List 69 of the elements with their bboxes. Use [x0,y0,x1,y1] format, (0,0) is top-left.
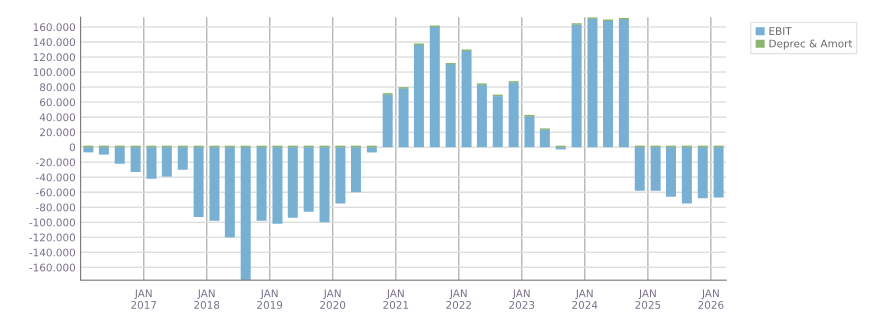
bar [462,51,472,148]
bar [209,147,220,221]
bar [98,147,109,155]
y-tick-label: -20.000 [36,158,76,166]
x-tick-label: JAN 2024 [572,289,598,309]
bar [634,147,645,191]
bar [130,147,141,172]
bar [398,88,409,148]
y-tick-label: 40.000 [40,113,76,122]
bar [272,147,282,224]
bar [430,26,440,148]
y-tick-label: -60.000 [36,188,76,196]
x-tick-label: JAN 2023 [509,289,534,309]
bar [382,94,393,148]
y-tick-label: -160.000 [29,264,76,272]
y-tick-label: 100.000 [34,68,76,76]
bar [524,116,535,148]
x-tick-label: JAN 2017 [131,289,156,309]
y-tick-label: -40.000 [36,173,76,182]
y-tick-label: 160.000 [34,23,76,32]
bar [350,147,361,192]
bar [508,82,519,148]
bar [288,147,298,218]
bar [256,147,267,221]
bar [335,147,346,204]
bar [603,20,614,148]
bar [618,19,629,148]
bar [682,147,692,204]
legend-label: Deprec & Amort [770,40,852,50]
bar [714,147,724,198]
bar [162,147,172,176]
y-tick-label: 20.000 [40,128,76,136]
bar [304,147,314,212]
y-tick-label: -140.000 [29,248,76,256]
y-tick-label: -80.000 [36,203,76,212]
bar [540,130,550,148]
bar [320,147,330,222]
x-tick-label: JAN 2022 [446,289,471,309]
bar [587,18,598,148]
bar [476,84,487,148]
bar [194,147,204,218]
x-tick-label: JAN 2025 [635,289,660,309]
y-tick-label: 60.000 [40,98,76,106]
y-tick-label: -100.000 [29,218,76,226]
legend-label: EBIT [770,27,792,35]
x-tick-label: JAN 2026 [698,289,724,309]
x-tick-label: JAN 2019 [257,289,282,309]
bar [492,96,503,148]
bar [650,147,661,191]
bar [224,147,235,238]
bar [83,147,94,152]
bar [698,147,708,198]
bar [666,147,676,197]
y-tick-label: 80.000 [40,83,76,92]
bar [572,24,582,148]
y-tick-label: -120.000 [29,234,76,242]
y-tick-label: 120.000 [34,53,76,62]
x-tick-label: JAN 2020 [320,289,346,309]
bar [414,45,424,148]
bar [446,64,456,148]
bar [146,147,157,179]
bar [178,147,188,170]
bar [240,147,251,280]
y-tick-label: 140.000 [34,38,76,46]
y-tick-label: 0 [70,143,76,152]
x-tick-label: JAN 2021 [383,289,408,309]
bar [114,147,125,164]
x-tick-label: JAN 2018 [194,289,220,309]
bar [366,147,377,152]
